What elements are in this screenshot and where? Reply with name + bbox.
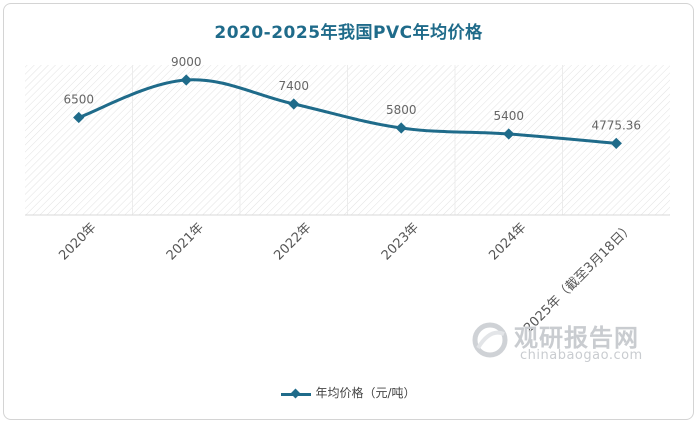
data-label: 5400	[493, 109, 524, 123]
data-label: 7400	[278, 79, 309, 93]
x-tick-label: 2020年	[56, 220, 99, 263]
data-label: 9000	[171, 55, 202, 69]
data-point	[503, 128, 515, 140]
series-line	[78, 78, 617, 145]
watermark-logo-icon	[472, 322, 508, 358]
data-label: 5800	[386, 103, 417, 117]
data-point	[610, 137, 622, 150]
x-tick-label: 2024年	[486, 220, 529, 263]
x-tick-label: 2022年	[271, 220, 314, 263]
legend-label: 年均价格（元/吨）	[315, 386, 416, 400]
data-label: 4775.36	[591, 118, 641, 132]
legend: 年均价格（元/吨）	[0, 384, 697, 401]
x-tick-label: 2023年	[379, 220, 422, 263]
legend-swatch	[281, 388, 312, 399]
data-label: 6500	[63, 93, 94, 107]
watermark: 观研报告网 chinabaogao.com	[470, 318, 660, 374]
watermark-subtext: chinabaogao.com	[520, 348, 643, 363]
watermark-text: 观研报告网	[514, 324, 639, 352]
chart-title: 2020-2025年我国PVC年均价格	[214, 23, 483, 43]
x-tick-label: 2021年	[164, 220, 207, 263]
